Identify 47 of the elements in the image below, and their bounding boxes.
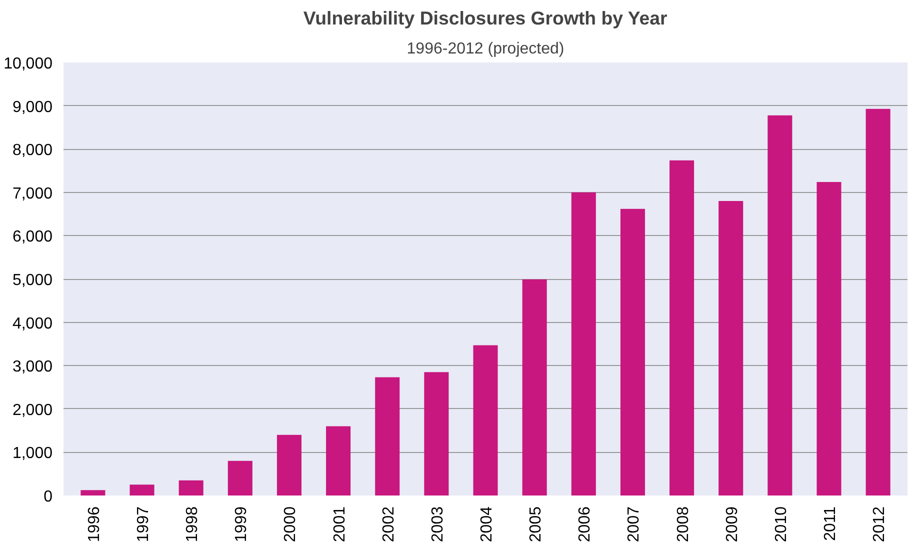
y-tick-label: 6,000	[12, 228, 53, 246]
bar	[522, 279, 547, 496]
bar	[620, 208, 645, 496]
x-tick-label: 1998	[184, 506, 202, 542]
bar	[866, 108, 890, 496]
y-tick-label: 3,000	[12, 358, 53, 376]
bar	[326, 426, 351, 496]
y-tick-label: 8,000	[12, 142, 53, 160]
x-tick-label: 2003	[429, 506, 446, 542]
x-tick-label: 2004	[478, 506, 496, 542]
x-tick-label: 2011	[822, 506, 839, 541]
y-tick-label: 4,000	[12, 315, 53, 332]
chart-title: Vulnerability Disclosures Growth by Year	[303, 8, 668, 28]
y-tick-label: 10,000	[4, 56, 53, 72]
x-tick-label: 2009	[724, 506, 741, 542]
y-tick-label: 1,000	[12, 445, 53, 462]
bar	[670, 160, 694, 496]
y-tick-label: 2,000	[12, 402, 53, 419]
x-tick-label: 1996	[86, 506, 103, 542]
bar	[276, 434, 302, 496]
x-tick-label: 2006	[576, 506, 594, 542]
bar	[130, 484, 154, 496]
x-tick-label: 1997	[135, 506, 152, 542]
x-tick-label: 2008	[674, 506, 692, 542]
x-tick-label: 2010	[772, 506, 790, 542]
x-tick-label: 2012	[871, 506, 888, 542]
x-tick-label: 2005	[528, 506, 545, 542]
bar	[228, 460, 252, 496]
x-tick-label: 2001	[331, 506, 348, 542]
bar	[424, 372, 449, 496]
bar	[816, 182, 842, 496]
y-tick-label: 0	[44, 488, 53, 506]
x-tick-label: 2000	[282, 506, 300, 542]
bar	[768, 115, 792, 496]
y-tick-label: 9,000	[12, 98, 53, 116]
bar	[80, 490, 106, 496]
bar	[375, 377, 400, 496]
bar	[718, 201, 744, 496]
y-tick-label: 7,000	[12, 185, 53, 202]
bar	[473, 345, 498, 496]
x-tick-label: 1999	[233, 506, 250, 542]
y-tick-label: 5,000	[12, 272, 53, 289]
bar	[178, 480, 204, 496]
bar	[571, 192, 596, 496]
x-tick-label: 2002	[380, 506, 398, 542]
chart-subtitle: 1996-2012 (projected)	[406, 40, 564, 58]
x-tick-label: 2007	[626, 506, 643, 542]
